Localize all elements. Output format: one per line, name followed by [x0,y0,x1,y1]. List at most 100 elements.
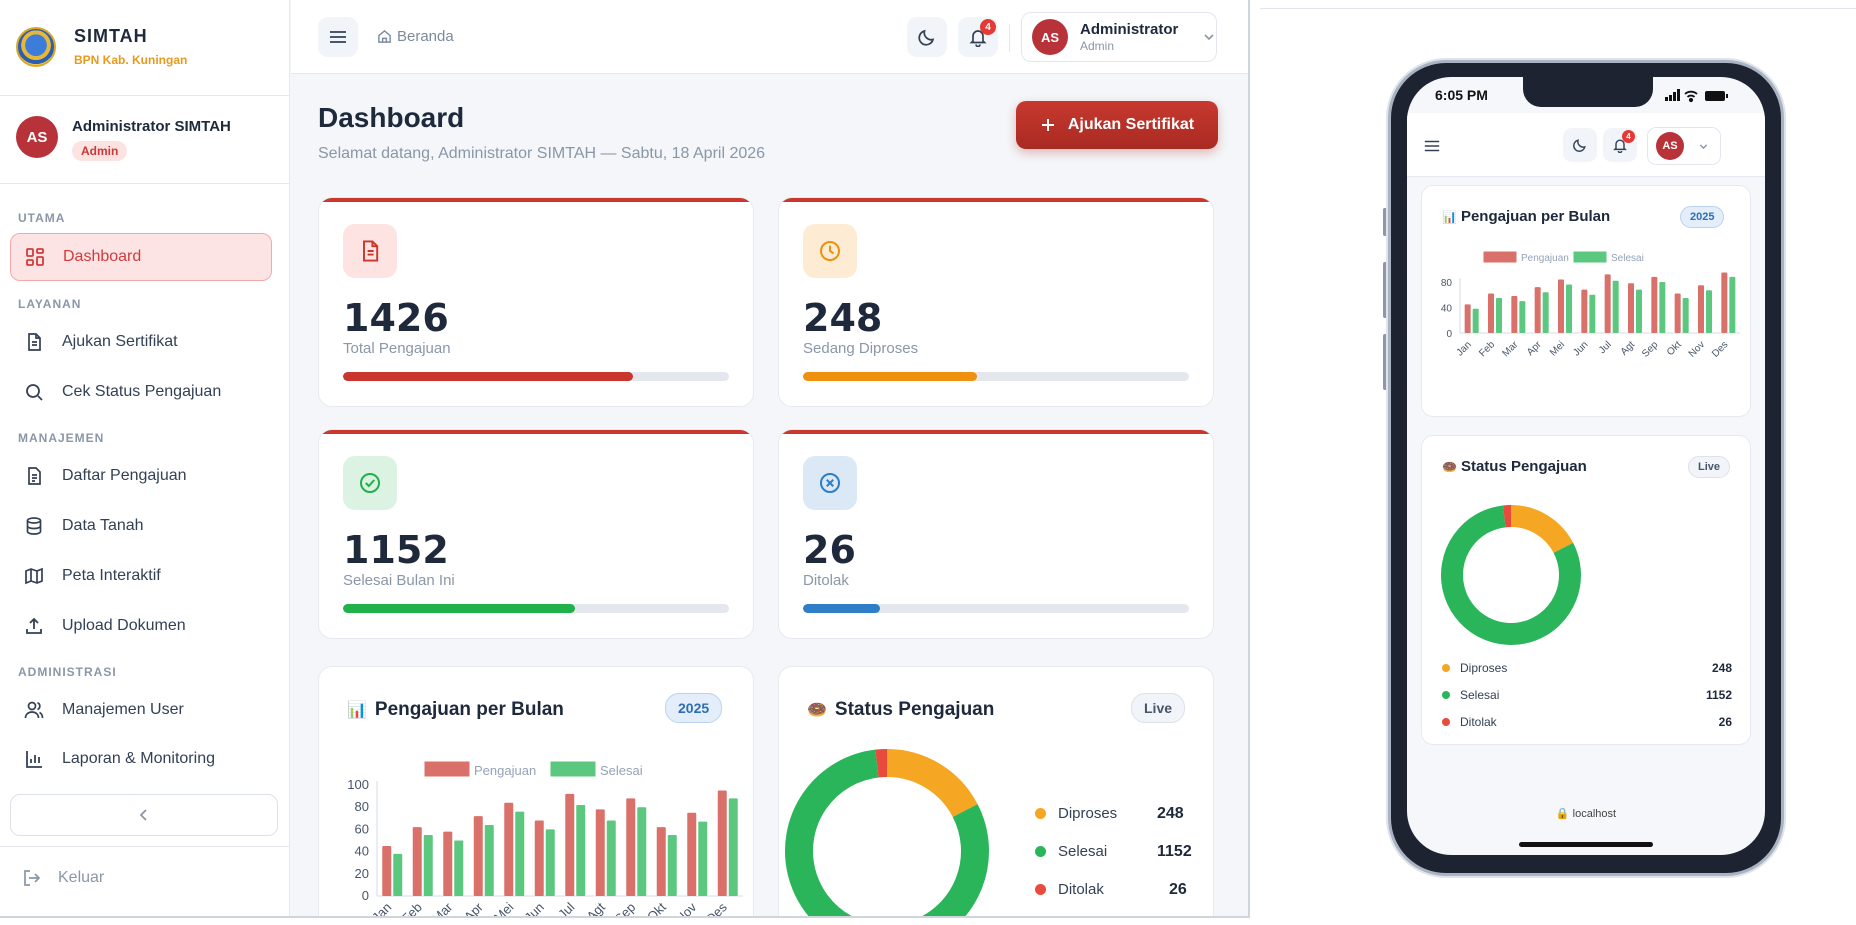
notifications-button[interactable]: 4 [1603,128,1637,162]
legend-value: 1152 [1157,843,1192,860]
bar-selesai [728,798,738,896]
stat-progress-fill [803,372,977,381]
stat-value: 1426 [343,296,449,340]
stat-card-total[interactable]: 1426 Total Pengajuan [318,197,754,407]
x-tick-label: Mar [1500,339,1520,359]
avatar: AS [1656,132,1684,160]
topbar: Beranda 4 AS Administrator Admin [291,0,1248,74]
avatar: AS [16,116,58,158]
bar-pengajuan [1534,287,1541,333]
bar-selesai [454,840,464,896]
x-tick-label: Jan [369,900,394,918]
sidebar-item-ajukan-sertifikat[interactable]: Ajukan Sertifikat [10,318,272,366]
legend-value: 26 [1718,714,1732,729]
stat-label: Selesai Bulan Ini [343,572,455,589]
hamburger-icon[interactable] [1423,137,1441,155]
legend-dot [1442,717,1450,726]
sidebar-item-peta-interaktif[interactable]: Peta Interaktif [10,552,272,600]
bar-pengajuan [565,793,575,896]
legend-label: Diproses [1058,805,1118,822]
legend-label: Ditolak [1460,714,1497,729]
x-tick-label: Sep [1640,339,1661,360]
x-tick-label: Apr [461,899,486,918]
collapse-sidebar-button[interactable] [10,794,278,836]
document-icon [363,240,379,262]
browser-url-bar[interactable]: 🔒 localhost [1407,807,1765,820]
bar-pengajuan [717,790,727,896]
divider [0,95,290,96]
bar-selesai [1542,292,1549,333]
sidebar-item-daftar-pengajuan[interactable]: Daftar Pengajuan [10,452,272,500]
stat-card-diproses[interactable]: 248 Sedang Diproses [778,197,1214,407]
bar-selesai [1706,290,1712,333]
user-menu-button[interactable]: AS Administrator Admin [1021,12,1217,62]
card-title: Pengajuan per Bulan [1460,208,1611,225]
x-tick-label: Agt [1619,339,1638,358]
bpn-logo-icon [16,26,56,67]
x-tick-label: Des [1710,339,1730,359]
bar-selesai [1589,294,1596,333]
dark-mode-toggle[interactable] [1563,128,1597,162]
notification-count-badge: 4 [980,19,996,35]
sidebar-item-laporan[interactable]: Laporan & Monitoring [10,735,272,783]
x-tick-label: Mei [1548,339,1567,358]
legend-label: Selesai [1058,843,1108,860]
legend-label: Selesai [1460,687,1500,702]
bar-selesai [515,811,525,896]
year-badge: 2025 [1680,206,1725,228]
bell-icon [1613,139,1627,153]
status-icons [1665,89,1728,103]
bar-pengajuan [1464,304,1471,333]
sidebar-item-upload-dokumen[interactable]: Upload Dokumen [10,602,272,650]
phone-time: 6:05 PM [1435,87,1488,103]
sidebar-item-label: Ajukan Sertifikat [62,333,178,350]
home-icon [378,29,391,43]
legend-dot [1442,663,1450,672]
bar-pengajuan [1721,272,1728,333]
stat-label: Total Pengajuan [343,340,451,357]
notifications-button[interactable]: 4 [958,17,998,57]
chevron-down-icon [1699,143,1708,149]
search-icon [22,380,46,404]
x-tick-label: Des [703,899,730,918]
dark-mode-toggle[interactable] [907,17,947,57]
database-icon [22,514,46,538]
x-circle-icon [819,472,841,494]
x-tick-label: Jun [1571,339,1590,358]
x-tick-label: Sep [611,900,638,918]
stat-card-selesai[interactable]: 1152 Selesai Bulan Ini [318,429,754,639]
chart-card-pengajuan: 📊 Pengajuan per Bulan 2025 Pengajuan Seles… [318,666,754,918]
x-tick-label: Feb [1477,339,1497,359]
breadcrumb[interactable]: Beranda [377,28,454,45]
bar-pengajuan [504,802,514,896]
legend-item-diproses: Diproses 248 [1442,654,1732,681]
sidebar-item-dashboard[interactable]: Dashboard [10,233,272,281]
stat-card-ditolak[interactable]: 26 Ditolak [778,429,1214,639]
logout-button[interactable]: Keluar [22,868,104,888]
stat-label: Ditolak [803,572,849,589]
sidebar-item-cek-status[interactable]: Cek Status Pengajuan [10,368,272,416]
clock-icon [819,240,841,262]
sidebar-item-data-tanah[interactable]: Data Tanah [10,502,272,550]
x-tick-label: Mar [429,899,456,918]
x-tick-label: Jul [1597,339,1614,356]
donut-slice-ditolak [875,749,888,778]
bar-pengajuan [382,846,392,896]
x-tick-label: Jan [1455,339,1474,358]
brand-subtitle: BPN Kab. Kuningan [74,53,188,67]
bar-selesai [484,824,494,896]
bar-pengajuan [1628,283,1634,333]
sidebar-item-label: Upload Dokumen [62,617,186,634]
stat-progress [343,604,729,613]
sidebar-item-manajemen-user[interactable]: Manajemen User [10,686,272,734]
ajukan-sertifikat-button[interactable]: Ajukan Sertifikat [1016,101,1218,149]
legend-swatch [1483,251,1517,263]
bar-pengajuan [412,827,422,896]
bar-selesai [667,834,677,896]
user-name: Administrator [1080,21,1179,38]
brand[interactable]: SIMTAH BPN Kab. Kuningan [16,26,187,67]
menu-toggle-button[interactable] [318,17,358,57]
x-tick-label: Mei [491,899,516,918]
phone-notch [1523,77,1653,107]
user-menu-button[interactable]: AS [1647,127,1721,165]
